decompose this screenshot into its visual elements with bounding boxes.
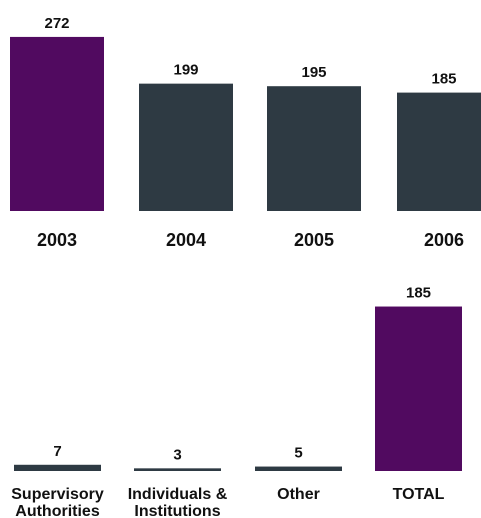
category-bar-1 bbox=[134, 468, 221, 471]
category-bar-2 bbox=[255, 466, 342, 471]
year-bar-0 bbox=[10, 36, 104, 211]
category-axis-label-1-line-1: Institutions bbox=[134, 503, 220, 518]
year-axis-label-2: 2005 bbox=[294, 230, 334, 250]
category-bar-chart: 7 Supervisory Authorities 3 Individuals & Ins… bbox=[11, 285, 462, 518]
category-axis-label-0-line-1: Authorities bbox=[15, 503, 100, 518]
year-axis-label-0: 2003 bbox=[37, 230, 77, 250]
year-axis-label-0-line-0: 2003 bbox=[37, 230, 77, 250]
year-bar-2 bbox=[267, 86, 361, 211]
year-value-label-1: 199 bbox=[173, 62, 198, 79]
year-axis-label-1-line-0: 2004 bbox=[166, 230, 206, 250]
category-axis-label-2: Other bbox=[277, 486, 320, 503]
category-axis-label-1: Individuals & Institutions bbox=[128, 486, 228, 518]
year-value-label-3: 185 bbox=[431, 71, 456, 88]
year-value-label-2: 195 bbox=[301, 64, 326, 81]
year-value-label-0: 272 bbox=[44, 15, 69, 32]
category-axis-label-3-line-0: TOTAL bbox=[393, 486, 445, 503]
category-bar-3 bbox=[375, 306, 462, 471]
category-bar-0 bbox=[14, 464, 101, 471]
yearly-bar-chart: 272 2003 199 2004 195 2005 185 2006 bbox=[10, 15, 481, 250]
category-value-label-2: 5 bbox=[294, 445, 302, 462]
category-axis-label-2-line-0: Other bbox=[277, 486, 320, 503]
category-axis-label-1-line-0: Individuals & bbox=[128, 486, 228, 503]
category-axis-label-0: Supervisory Authorities bbox=[11, 486, 104, 518]
category-axis-label-0-line-0: Supervisory bbox=[11, 486, 104, 503]
year-axis-label-3: 2006 bbox=[424, 230, 464, 250]
category-value-label-1: 3 bbox=[173, 446, 181, 463]
category-value-label-0: 7 bbox=[53, 443, 61, 460]
category-value-label-3: 185 bbox=[406, 285, 431, 302]
category-axis-label-3: TOTAL bbox=[393, 486, 445, 503]
year-axis-label-2-line-0: 2005 bbox=[294, 230, 334, 250]
year-axis-label-3-line-0: 2006 bbox=[424, 230, 464, 250]
year-bar-1 bbox=[139, 83, 233, 211]
year-bar-3 bbox=[397, 92, 481, 211]
year-axis-label-1: 2004 bbox=[166, 230, 206, 250]
